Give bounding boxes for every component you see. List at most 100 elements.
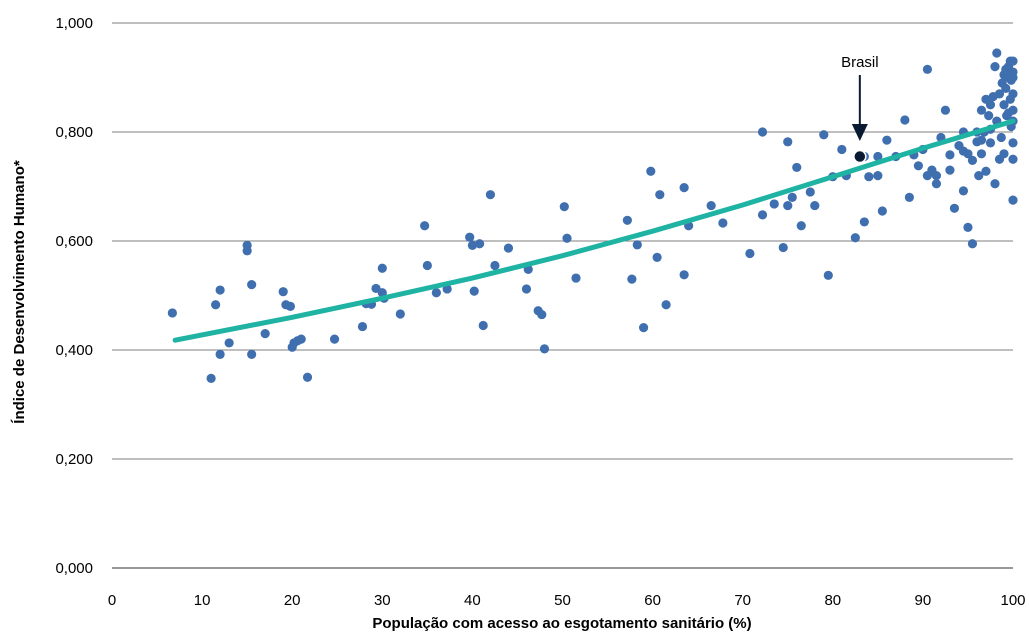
brasil-point	[853, 149, 867, 164]
highlight-group	[851, 75, 868, 164]
data-point	[967, 239, 978, 249]
data-point	[1008, 72, 1018, 83]
x-tick-label: 40	[464, 592, 481, 609]
data-point	[646, 166, 656, 176]
data-point	[999, 149, 1009, 159]
data-point	[996, 132, 1006, 143]
x-tick-label: 50	[554, 592, 571, 609]
data-point	[877, 206, 887, 216]
data-point	[1008, 89, 1018, 99]
x-tick-label: 30	[374, 592, 391, 609]
data-point	[465, 232, 475, 242]
data-point	[247, 280, 257, 290]
data-point	[981, 166, 991, 176]
y-tick-label: 0,800	[55, 124, 93, 141]
data-point	[395, 309, 405, 319]
data-point	[559, 202, 569, 212]
data-point	[904, 192, 914, 202]
data-points	[167, 48, 1018, 383]
data-point	[882, 135, 892, 145]
data-point	[539, 344, 550, 354]
x-tick-label: 100	[1000, 592, 1025, 609]
data-point	[922, 64, 933, 74]
data-point	[242, 246, 252, 256]
data-point	[981, 94, 991, 104]
data-point	[976, 105, 987, 115]
data-point	[285, 301, 295, 311]
data-point	[783, 200, 793, 211]
data-point	[900, 115, 910, 125]
y-tick-label: 0,000	[55, 560, 93, 577]
data-point	[206, 373, 216, 383]
data-point	[1001, 83, 1011, 93]
data-point	[931, 179, 942, 189]
data-point	[357, 321, 368, 332]
data-point	[745, 248, 755, 259]
y-tick-labels: 0,000 0,200 0,400 0,600 0,800 1,000	[55, 15, 93, 577]
data-point	[837, 144, 847, 155]
data-point	[985, 138, 996, 148]
data-point	[475, 239, 485, 249]
data-point	[679, 182, 689, 193]
data-point	[757, 210, 768, 220]
x-tick-label: 20	[284, 592, 301, 609]
data-point	[478, 320, 488, 331]
data-point	[873, 151, 883, 162]
data-point	[963, 149, 973, 159]
y-tick-label: 1,000	[55, 15, 93, 32]
trendline-group	[172, 118, 1016, 343]
data-point	[302, 372, 313, 382]
data-point	[990, 179, 1000, 189]
data-point	[521, 284, 532, 294]
data-point	[1008, 195, 1018, 205]
data-point	[167, 308, 177, 318]
x-tick-label: 80	[824, 592, 841, 609]
data-point	[810, 200, 820, 211]
data-point	[823, 270, 833, 280]
data-point	[632, 240, 642, 250]
data-point	[467, 240, 477, 250]
data-point	[469, 286, 479, 296]
data-point	[1008, 105, 1018, 115]
y-tick-label: 0,600	[55, 233, 93, 250]
data-point	[211, 300, 221, 310]
data-point	[420, 221, 430, 231]
data-point	[661, 300, 671, 310]
data-point	[490, 260, 500, 271]
data-point	[652, 252, 662, 262]
data-point	[215, 285, 225, 295]
data-point	[984, 111, 994, 121]
data-point	[992, 48, 1002, 58]
data-point	[503, 243, 514, 253]
data-point	[571, 273, 581, 283]
gridlines	[112, 22, 1013, 569]
data-point	[1002, 111, 1012, 121]
data-point	[974, 171, 984, 181]
data-point	[976, 135, 987, 145]
data-point	[945, 150, 955, 160]
data-point	[296, 334, 306, 344]
x-tick-label: 90	[915, 592, 932, 609]
data-point	[655, 190, 665, 200]
x-tick-labels: 0 10 20 30 40 50 60 70 80 90 100	[108, 592, 1026, 609]
data-point	[913, 161, 923, 171]
data-point	[990, 62, 1000, 72]
brasil-arrow-head	[851, 124, 868, 141]
data-point	[945, 165, 955, 175]
data-point	[706, 200, 716, 211]
data-point	[778, 242, 788, 253]
data-point	[1008, 56, 1018, 66]
y-tick-label: 0,200	[55, 451, 93, 468]
data-point	[949, 203, 960, 213]
data-point	[967, 155, 978, 165]
data-point	[976, 149, 987, 159]
data-point	[999, 100, 1009, 110]
data-point	[718, 218, 728, 228]
data-point	[422, 260, 432, 271]
data-point	[796, 221, 806, 231]
data-point	[679, 270, 689, 280]
data-point	[431, 288, 441, 298]
data-point	[377, 263, 387, 273]
data-point	[859, 217, 869, 227]
